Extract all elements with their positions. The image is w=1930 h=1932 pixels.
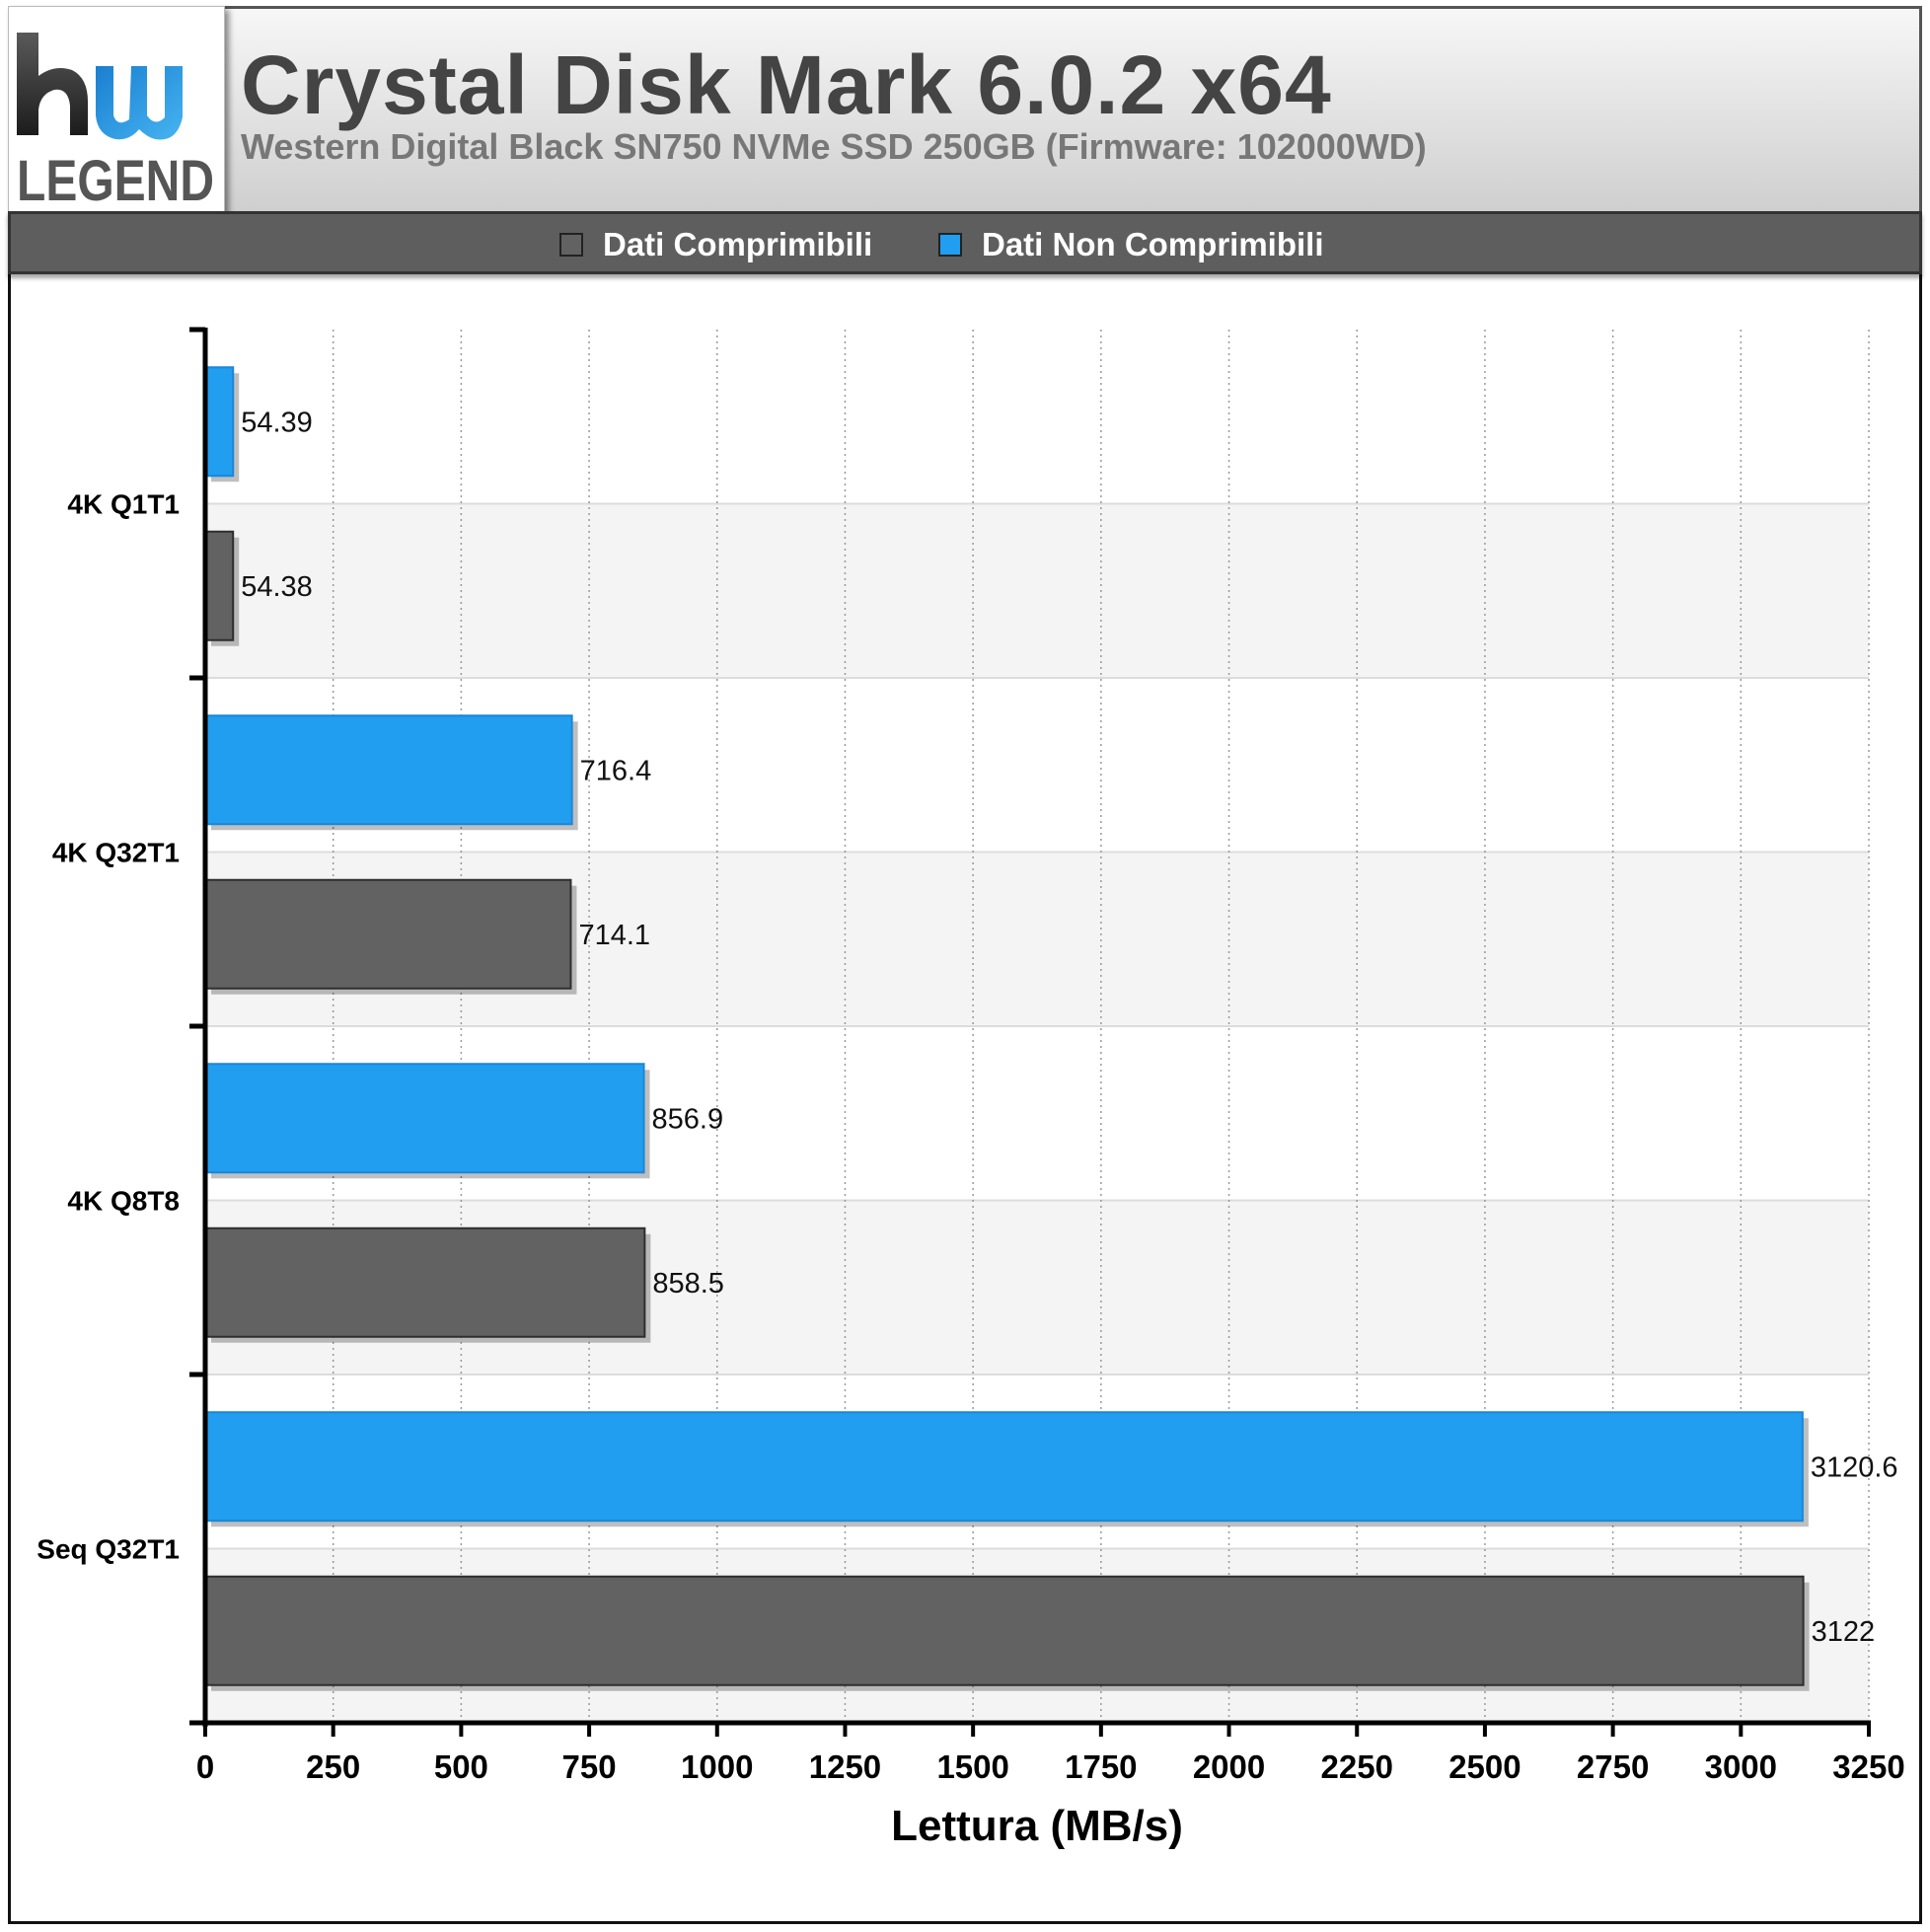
svg-text:LEGEND: LEGEND <box>17 149 214 213</box>
bar-compressible <box>204 1575 1805 1686</box>
x-tick-label: 1750 <box>1065 1748 1137 1785</box>
category-label: 4K Q1T1 <box>67 489 180 520</box>
bar-compressible <box>204 1226 646 1338</box>
bars <box>204 366 1810 1691</box>
category-label: 4K Q8T8 <box>67 1186 180 1217</box>
x-tick-label: 3000 <box>1705 1748 1777 1785</box>
value-label: 858.5 <box>652 1268 724 1300</box>
chart-header <box>8 6 1922 211</box>
legend-label-compressible: Dati Comprimibili <box>603 226 873 262</box>
bar-compressible <box>204 878 572 990</box>
x-tick-label: 2750 <box>1577 1748 1649 1785</box>
x-tick-label: 750 <box>562 1748 617 1785</box>
value-label: 714.1 <box>578 920 650 951</box>
x-tick-label: 2250 <box>1321 1748 1393 1785</box>
x-tick-label: 0 <box>196 1748 214 1785</box>
x-tick-label: 2500 <box>1448 1748 1521 1785</box>
labels: 54.39 54.38 4K Q1T1 716.4 714.1 4K Q32T1 856.9… <box>37 407 1904 1850</box>
axes <box>189 327 1871 1737</box>
x-tick-label: 250 <box>306 1748 360 1785</box>
bar-non-compressible <box>204 1063 645 1174</box>
legend-item-non-compressible: Dati Non Comprimibili <box>938 226 1324 262</box>
x-tick-label: 1250 <box>809 1748 881 1785</box>
logo-mark: LEGEND <box>17 33 214 213</box>
category-label: Seq Q32T1 <box>37 1534 180 1565</box>
bar-compressible <box>204 530 235 641</box>
row-band <box>205 503 1869 678</box>
x-tick-label: 2000 <box>1193 1748 1265 1785</box>
x-axis-title: Lettura (MB/s) <box>891 1802 1183 1850</box>
value-label: 3122 <box>1812 1616 1876 1648</box>
chart-subtitle: Western Digital Black SN750 NVMe SSD 250… <box>241 126 1427 167</box>
value-label: 54.39 <box>241 407 313 438</box>
value-label: 54.38 <box>241 571 313 603</box>
x-tick-label: 3250 <box>1832 1748 1904 1785</box>
legend-swatch-compressible <box>559 233 583 257</box>
value-label: 856.9 <box>652 1103 724 1135</box>
legend-item-compressible: Dati Comprimibili <box>559 226 873 262</box>
x-tick-label: 1500 <box>936 1748 1008 1785</box>
legend-swatch-non-compressible <box>938 233 962 257</box>
legend: Dati Comprimibili Dati Non Comprimibili <box>8 211 1922 274</box>
x-tick-label: 1000 <box>681 1748 753 1785</box>
value-label: 3120.6 <box>1811 1451 1898 1483</box>
hwlegend-logo: LEGEND <box>8 6 225 223</box>
chart-title: Crystal Disk Mark 6.0.2 x64 <box>241 38 1332 131</box>
legend-label-non-compressible: Dati Non Comprimibili <box>982 226 1324 262</box>
bar-non-compressible <box>204 366 235 478</box>
value-label: 716.4 <box>580 755 652 786</box>
category-label: 4K Q32T1 <box>52 838 180 868</box>
bar-non-compressible <box>204 714 573 826</box>
bar-non-compressible <box>204 1411 1804 1523</box>
x-tick-label: 500 <box>434 1748 488 1785</box>
